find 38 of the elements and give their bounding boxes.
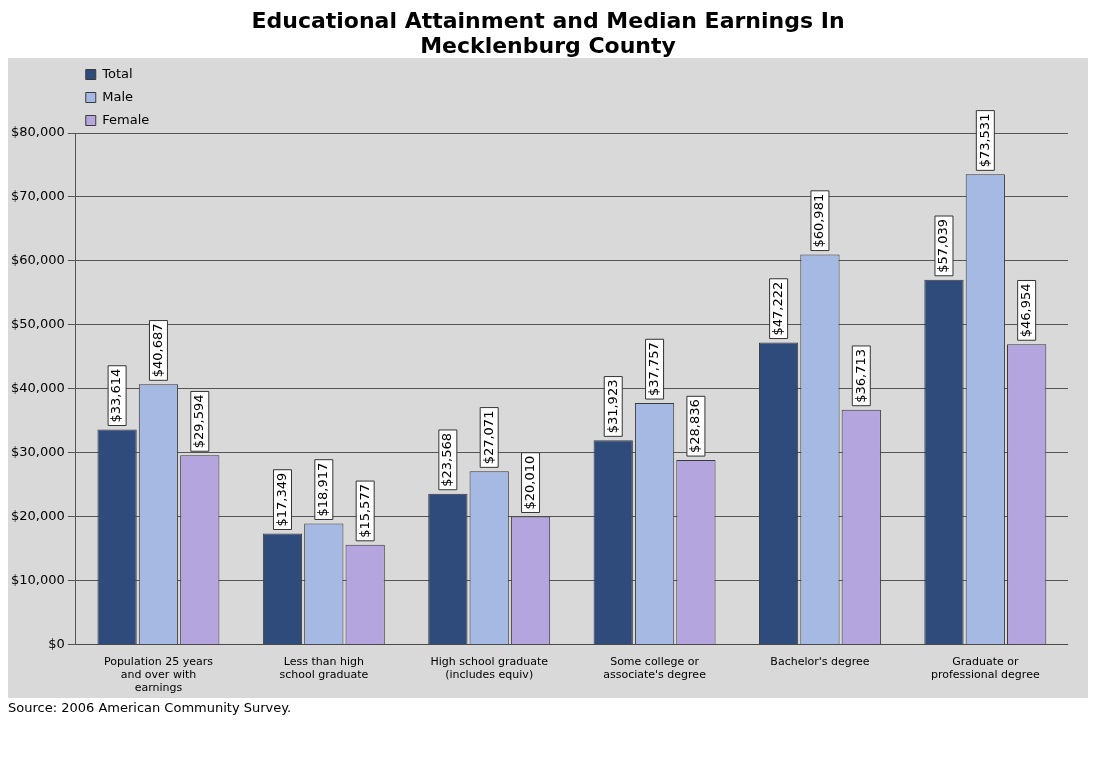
legend-label: Total <box>101 65 133 81</box>
x-tick-label: Population 25 years and over with earnings <box>103 654 214 695</box>
x-tick-label: Some college or associate's degree <box>603 654 707 682</box>
data-label: $15,577 <box>356 484 372 538</box>
x-tick-label: High school graduate (includes equiv) <box>430 654 549 682</box>
data-label: $17,349 <box>273 472 289 527</box>
y-tick-label: $80,000 <box>10 124 65 140</box>
data-label: $23,568 <box>439 432 455 487</box>
chart-title: Educational Attainment and Median Earnings In Mecklenburg County <box>250 8 846 58</box>
y-tick-label: $10,000 <box>10 571 65 587</box>
data-label: $27,071 <box>480 410 496 465</box>
x-tick-label: Bachelor's degree <box>770 654 870 668</box>
x-tick-label: Less than high school graduate <box>279 654 369 682</box>
data-label: $36,713 <box>852 348 868 403</box>
y-tick-label: $60,000 <box>10 252 65 268</box>
x-tick-label: Graduate or professional degree <box>930 654 1040 682</box>
y-tick-label: $30,000 <box>10 444 65 459</box>
data-label: $40,687 <box>149 323 165 378</box>
data-label: $37,757 <box>645 342 661 397</box>
legend-label: Male <box>102 88 134 104</box>
data-label: $18,917 <box>315 462 331 517</box>
y-tick-label: $40,000 <box>10 380 65 396</box>
y-tick-label: $20,000 <box>10 507 65 523</box>
y-tick-label: $50,000 <box>10 316 65 332</box>
data-label: $31,923 <box>604 379 620 434</box>
data-label: $57,039 <box>935 219 951 273</box>
data-label: $60,981 <box>811 193 827 248</box>
y-tick-label: $70,000 <box>10 188 65 204</box>
data-label: $73,531 <box>976 113 992 168</box>
data-label: $29,594 <box>191 394 207 449</box>
source-note: Source: 2006 American Community Survey. <box>8 700 293 715</box>
data-label: $46,954 <box>1018 283 1034 338</box>
data-label: $33,614 <box>108 368 124 423</box>
data-label: $20,010 <box>521 455 537 510</box>
y-tick-label: $0 <box>48 635 65 651</box>
data-label: $28,836 <box>687 399 703 454</box>
legend-label: Female <box>102 111 150 127</box>
data-label: $47,222 <box>769 281 785 336</box>
